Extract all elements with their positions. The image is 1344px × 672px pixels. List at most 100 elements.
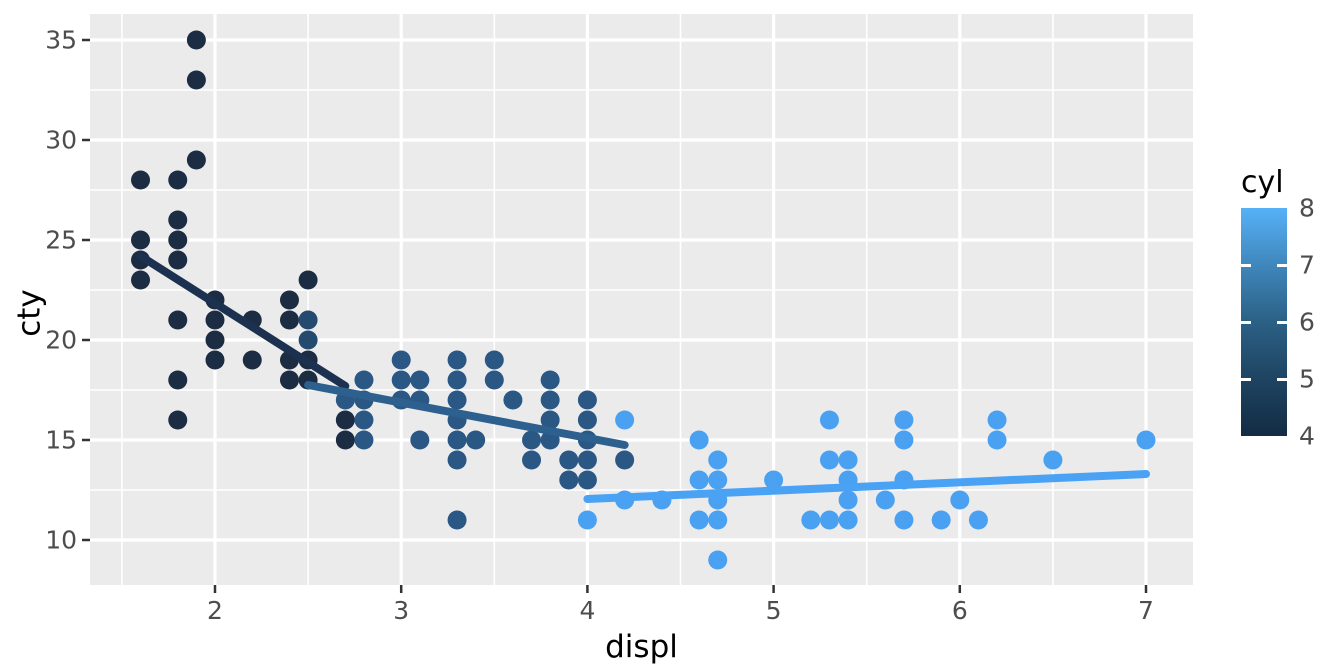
data-point (540, 410, 560, 430)
data-point (168, 210, 188, 230)
data-point (1136, 430, 1156, 450)
data-point (391, 370, 411, 390)
smooth-line (583, 470, 1150, 503)
data-point (577, 410, 597, 430)
legend-label: 4 (1299, 421, 1315, 451)
data-point (577, 470, 597, 490)
data-point (689, 430, 709, 450)
data-point (819, 410, 839, 430)
data-point (894, 510, 914, 530)
colorbar-tick (1241, 320, 1251, 324)
data-point (168, 230, 188, 250)
data-point (987, 430, 1007, 450)
data-point (410, 430, 430, 450)
data-point (186, 150, 206, 170)
data-point (447, 390, 467, 410)
legend-label: 7 (1299, 250, 1315, 280)
colorbar-tick (1241, 377, 1251, 381)
smooth-line (136, 252, 350, 390)
data-point (168, 250, 188, 270)
y-axis-title: cty (11, 288, 48, 337)
data-point (559, 450, 579, 470)
legend-label: 6 (1299, 307, 1315, 337)
y-tick-label: 35 (45, 25, 77, 55)
data-point (131, 170, 151, 190)
data-point (168, 170, 188, 190)
data-point (801, 510, 821, 530)
data-point (894, 410, 914, 430)
data-point (838, 450, 858, 470)
y-tick-label: 25 (45, 225, 77, 255)
data-point (298, 330, 318, 350)
data-point (764, 470, 784, 490)
data-point (205, 330, 225, 350)
data-point (410, 370, 430, 390)
data-point (1043, 450, 1063, 470)
data-point (447, 350, 467, 370)
data-point (689, 470, 709, 490)
data-point (894, 430, 914, 450)
data-point (708, 510, 728, 530)
smooth-line (304, 381, 629, 449)
x-tick-label: 7 (1138, 596, 1154, 625)
data-point (819, 510, 839, 530)
data-point (540, 390, 560, 410)
data-point (577, 390, 597, 410)
data-point (931, 510, 951, 530)
data-point (354, 430, 374, 450)
x-tick-label: 6 (951, 596, 968, 625)
data-point (354, 410, 374, 430)
data-point (298, 310, 318, 330)
x-tick-label: 5 (765, 596, 782, 625)
data-point (168, 370, 188, 390)
y-tick-label: 30 (45, 125, 77, 155)
data-point (131, 270, 151, 290)
legend-title: cyl (1241, 165, 1284, 200)
data-point (131, 230, 151, 250)
data-point (186, 70, 206, 90)
data-point (968, 510, 988, 530)
colorbar-tick (1241, 263, 1251, 267)
x-tick-label: 3 (393, 596, 410, 625)
y-tick-label: 10 (45, 525, 77, 555)
data-point (279, 310, 299, 330)
data-point (577, 510, 597, 530)
data-point (838, 510, 858, 530)
data-point (708, 450, 728, 470)
data-point (708, 470, 728, 490)
data-point (484, 370, 504, 390)
data-point (186, 30, 206, 50)
data-point (689, 510, 709, 530)
y-tick-label: 15 (45, 425, 77, 455)
data-point (708, 550, 728, 570)
data-point (875, 490, 895, 510)
data-point (447, 510, 467, 530)
data-point (540, 370, 560, 390)
data-point (577, 450, 597, 470)
data-point (447, 450, 467, 470)
data-point (987, 410, 1007, 430)
data-point (466, 430, 486, 450)
data-point (615, 450, 635, 470)
x-tick-label: 2 (207, 596, 223, 625)
data-point (819, 450, 839, 470)
x-axis-title: displ (605, 629, 678, 665)
data-point (242, 350, 262, 370)
data-point (838, 490, 858, 510)
data-point (335, 430, 355, 450)
data-point (335, 410, 355, 430)
data-point (205, 350, 225, 370)
data-point (205, 310, 225, 330)
data-point (298, 270, 318, 290)
data-point (354, 370, 374, 390)
legend-label: 8 (1299, 193, 1315, 223)
y-tick-label: 20 (45, 325, 77, 355)
data-point (484, 350, 504, 370)
data-point (168, 310, 188, 330)
data-point (615, 410, 635, 430)
legend-label: 5 (1299, 364, 1315, 394)
data-point (279, 370, 299, 390)
data-point (522, 430, 542, 450)
